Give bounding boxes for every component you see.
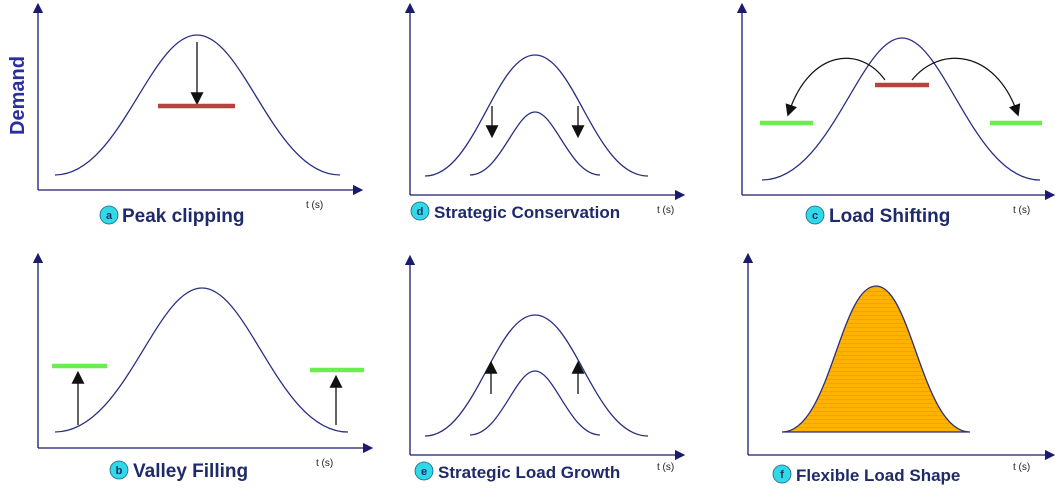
time-label: t (s) [657,462,674,473]
original-curve [469,370,601,436]
shift-arrow-left [785,57,886,117]
badge-c [805,205,825,225]
panel-title: Flexible Load Shape [796,466,960,485]
panel-valley-filling: t (s) b Valley Filling [32,252,374,482]
panel-title: Strategic Load Growth [438,463,620,482]
panel-flexible-load-shape: t (s) f Flexible Load Shape [742,252,1055,485]
y-axis-label: Demand [7,56,29,135]
panel-title: Peak clipping [122,206,244,227]
badge-letter: c [812,210,818,222]
badge-letter: d [417,206,424,218]
badge-letter: a [106,210,113,222]
time-label: t (s) [316,458,333,469]
badge-letter: f [780,469,784,481]
badge-a [99,205,119,225]
badge-f [772,464,792,484]
demand-curve [54,34,341,176]
original-curve [424,54,649,177]
badge-d [410,201,430,221]
grown-curve [424,314,649,437]
time-label: t (s) [1013,205,1030,216]
time-label: t (s) [657,205,674,216]
demand-curve [54,287,349,433]
badge-letter: e [421,466,427,478]
time-label: t (s) [1013,462,1030,473]
panel-title: Valley Filling [133,461,248,482]
demand-curve [761,37,1041,181]
badge-b [109,460,129,480]
panel-strategic-conservation: t (s) d Strategic Conservation [404,2,686,222]
panel-title: Load Shifting [829,206,950,227]
time-label: t (s) [306,200,323,211]
flexible-load-area [781,285,971,433]
panel-peak-clipping: t (s) a Peak clipping [32,2,364,227]
panel-strategic-load-growth: t (s) e Strategic Load Growth [404,254,686,482]
shift-arrow-right [911,57,1021,117]
badge-letter: b [116,465,123,477]
badge-e [414,461,434,481]
panel-load-shifting: t (s) c Load Shifting [736,2,1055,227]
reduced-curve [469,111,601,176]
panel-title: Strategic Conservation [434,203,620,222]
